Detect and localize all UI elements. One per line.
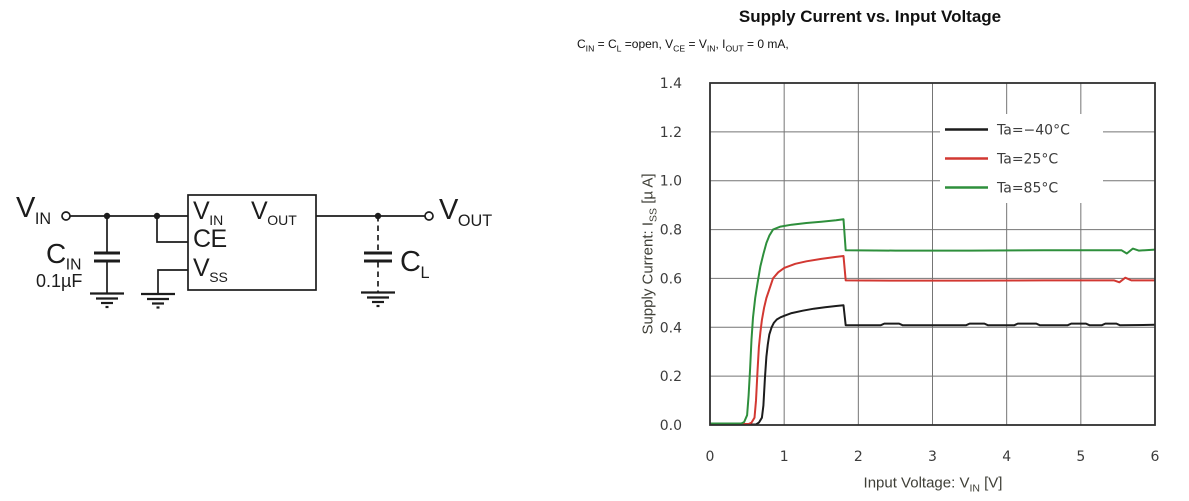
y-tick-label: 0.2 (660, 369, 682, 385)
ic-pin-vout-label: VOUT (251, 197, 297, 228)
vin-terminal (61, 211, 71, 221)
chart-conditions: CIN = CL =open, VCE = VIN, IOUT = 0 mA, (577, 37, 789, 54)
x-axis-label: Input Voltage: VIN [V] (863, 474, 1003, 495)
vss-wire (157, 269, 188, 294)
x-tick-label: 1 (780, 449, 789, 465)
ce-wire (156, 216, 188, 243)
vin-port-label: VIN (16, 192, 52, 228)
series-curve-0 (710, 304, 1156, 426)
ic-box (187, 194, 317, 291)
x-tick-label: 0 (706, 449, 715, 465)
cin-ground (90, 292, 124, 309)
x-tick-label: 4 (1002, 449, 1011, 465)
y-tick-label: 1.2 (660, 125, 682, 141)
legend-label-0: Ta=−40°C (996, 123, 1070, 139)
x-tick-label: 2 (854, 449, 863, 465)
cin-value-label: 0.1µF (36, 271, 83, 291)
cl-name-label: CL (400, 246, 430, 282)
application-circuit: VIN CIN 0.1µF VIN VOUT CE VSS CL VOUT (0, 0, 560, 501)
y-tick-label: 0.4 (660, 320, 682, 336)
vout-port-label: VOUT (439, 194, 493, 230)
circuit-schematic (61, 194, 434, 309)
cl-ground (361, 291, 395, 308)
y-tick-label: 0.6 (660, 271, 682, 287)
series-curve-1 (710, 255, 1155, 425)
x-tick-label: 5 (1076, 449, 1085, 465)
x-tick-label: 6 (1151, 449, 1160, 465)
cin-name-label: CIN (46, 238, 82, 274)
ic-pin-vss-label: VSS (193, 254, 228, 285)
cl-capacitor (364, 216, 392, 292)
y-tick-label: 1.0 (660, 174, 682, 190)
chart-title: Supply Current vs. Input Voltage (738, 7, 1002, 26)
cin-capacitor (94, 216, 120, 293)
chart-plot: 0 1 2 3 4 5 6 0.0 0.2 0.4 0.6 0.8 1.0 1.2 1.4 Ta=−40°C T… (660, 76, 1160, 465)
vout-terminal (424, 211, 434, 221)
y-tick-label: 0.8 (660, 223, 682, 239)
legend-label-1: Ta=25°C (996, 152, 1058, 168)
y-tick-label: 0.0 (660, 418, 682, 434)
plot-border (709, 82, 1156, 426)
ic-pin-ce-label: CE (193, 225, 227, 253)
ic-pin-vin-label: VIN (193, 197, 224, 228)
series-curve-2 (710, 218, 1156, 425)
y-tick-label: 1.4 (660, 76, 682, 92)
x-tick-label: 3 (928, 449, 937, 465)
chart-panel: Supply Current vs. Input Voltage CIN = C… (560, 0, 1189, 501)
vss-ground (141, 292, 175, 309)
legend-label-2: Ta=85°C (996, 181, 1058, 197)
